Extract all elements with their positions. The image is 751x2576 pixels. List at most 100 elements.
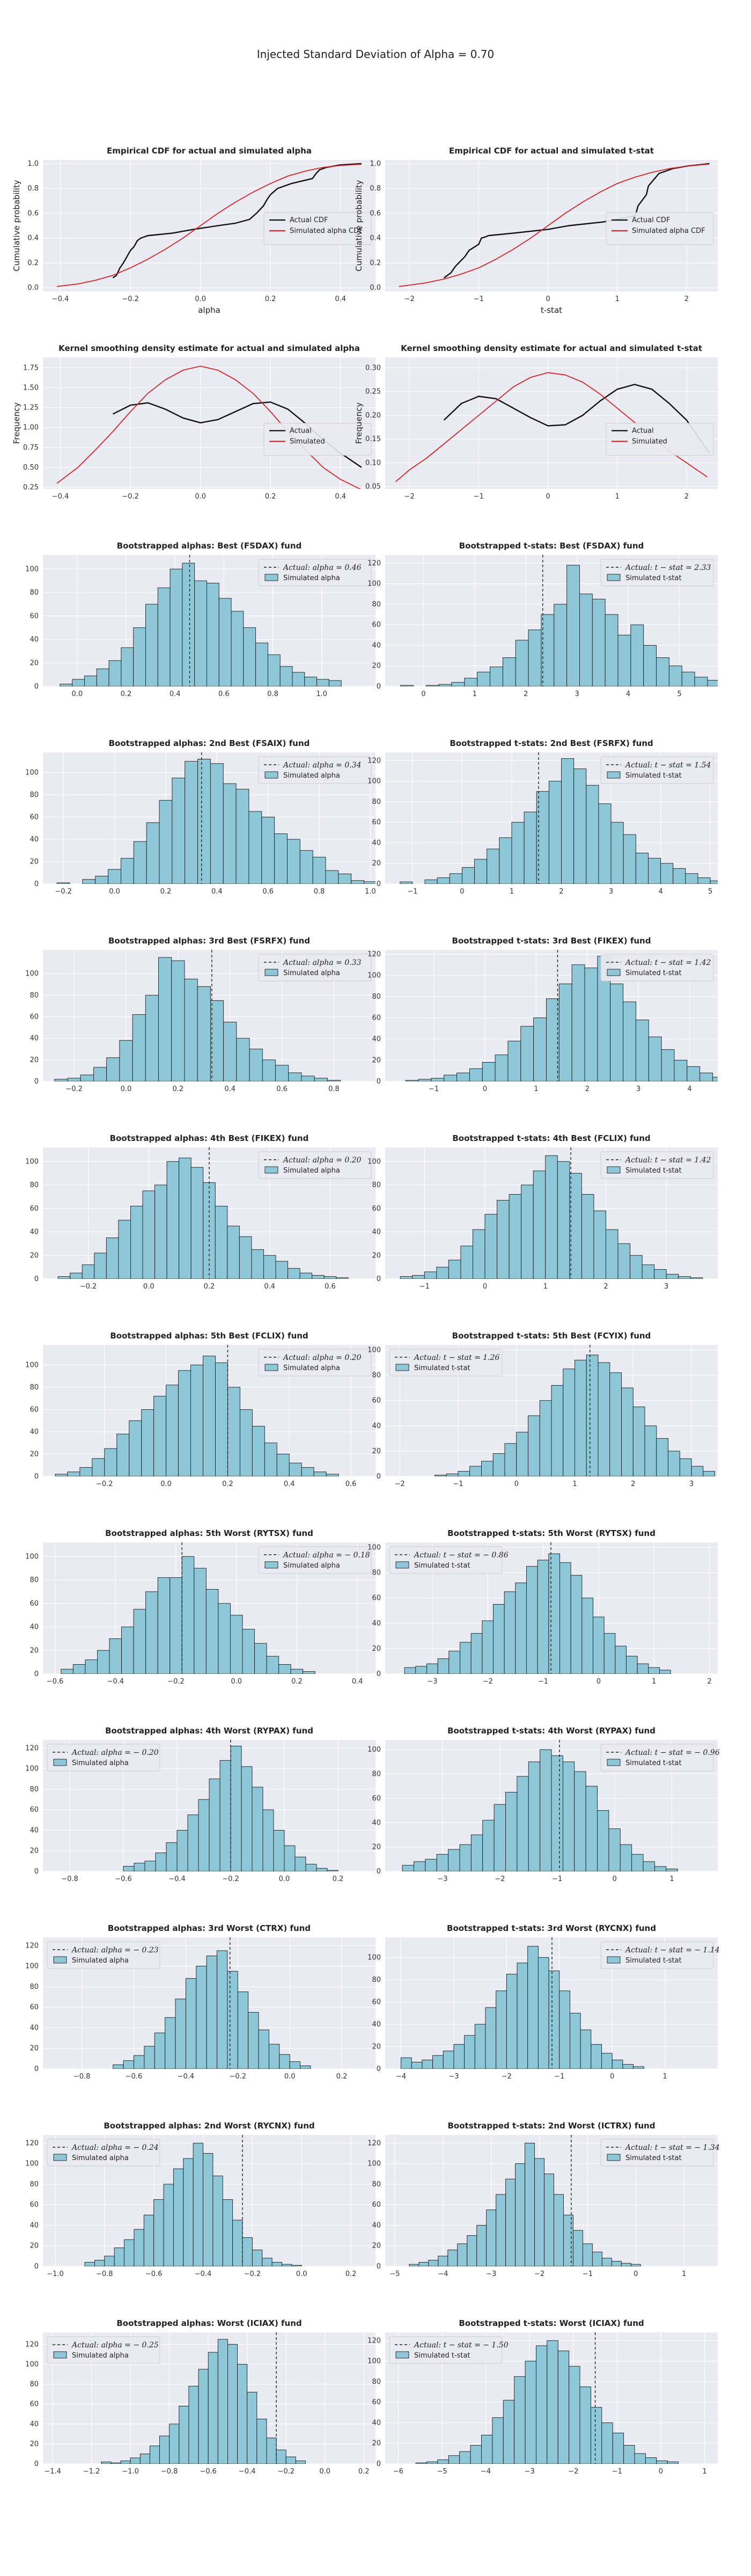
- y-tick-label: 0: [377, 1078, 381, 1086]
- y-tick-label: 100: [367, 971, 381, 979]
- y-tick-label: 60: [30, 1205, 39, 1213]
- y-tick-label: 0.4: [370, 235, 381, 243]
- histogram-bar: [196, 1966, 207, 2069]
- histogram-bar: [299, 1272, 313, 1279]
- histogram-bar: [516, 1432, 528, 1476]
- legend-swatch: [264, 1561, 278, 1569]
- y-tick-label: 20: [30, 1450, 39, 1458]
- legend-box: [47, 2336, 160, 2364]
- histogram-bar: [278, 1664, 291, 1674]
- histogram-bar: [289, 2061, 300, 2069]
- histogram-bar: [464, 678, 478, 686]
- y-tick-label: 0: [377, 880, 381, 888]
- x-tick-label: −0.2: [65, 1085, 83, 1093]
- histogram-bar: [548, 781, 562, 884]
- histogram-bar: [72, 679, 85, 686]
- x-tick-label: 0.2: [265, 295, 276, 303]
- y-tick-label: 40: [372, 2021, 381, 2029]
- y-axis-label: Frequency: [12, 402, 21, 444]
- histogram-bar: [243, 627, 256, 686]
- series-line: [444, 163, 710, 279]
- x-tick-label: −1: [407, 888, 417, 896]
- histogram-bar: [185, 761, 198, 884]
- plot-marks: [401, 1937, 644, 2069]
- legend-box: [258, 559, 372, 587]
- histogram-bar: [490, 667, 503, 686]
- legend-swatch: [607, 2154, 621, 2161]
- series-line: [112, 163, 362, 279]
- x-tick-label: 0: [546, 295, 550, 303]
- x-tick-label: −0.2: [167, 1678, 185, 1686]
- histogram-bar: [262, 1059, 276, 1081]
- histogram-bar: [635, 1019, 649, 1081]
- histogram-bar: [84, 2262, 95, 2266]
- x-tick-label: 1: [652, 1678, 656, 1686]
- histogram-bar: [476, 2224, 487, 2266]
- histogram-bar: [173, 2168, 184, 2266]
- x-tick-label: 3: [575, 690, 579, 698]
- x-tick-label: −2: [395, 1480, 405, 1488]
- legend-swatch: [395, 1561, 409, 1569]
- x-tick-label: 0.0: [284, 2073, 296, 2081]
- y-tick-label: 80: [372, 1181, 381, 1189]
- histogram-bar: [668, 1451, 680, 1476]
- histogram-bar: [153, 2199, 164, 2266]
- histogram-bar: [431, 1078, 445, 1081]
- histogram-bar: [563, 2214, 573, 2266]
- x-tick-label: 0.0: [296, 2270, 307, 2278]
- histogram-bar: [474, 859, 488, 884]
- histogram-bar: [316, 679, 329, 686]
- histogram-bar: [187, 1814, 199, 1871]
- histogram-bar: [438, 684, 452, 686]
- histogram-bar: [548, 1970, 560, 2069]
- y-tick-label: 0: [34, 2460, 39, 2468]
- histogram-bar: [470, 1633, 483, 1674]
- x-tick-label: 1: [572, 1480, 577, 1488]
- x-tick-label: 0.4: [352, 1678, 363, 1686]
- histogram-bar: [190, 1364, 203, 1476]
- y-tick-label: 100: [25, 1553, 39, 1561]
- plot-marks: [400, 1147, 703, 1279]
- y-tick-label: 100: [25, 565, 39, 573]
- legend-label: Actual CDF: [632, 216, 670, 224]
- x-tick-label: 0.0: [279, 1875, 290, 1883]
- histogram-bar: [579, 2386, 591, 2464]
- histogram-bar: [598, 1362, 610, 1476]
- histogram-bar: [492, 1453, 505, 1476]
- histogram-bar: [598, 803, 612, 884]
- histogram-bar: [405, 1080, 419, 1081]
- histogram-bar: [422, 2059, 433, 2069]
- y-tick-label: 60: [30, 2201, 39, 2209]
- histogram-bar: [544, 2174, 554, 2266]
- y-tick-label: 120: [367, 2337, 381, 2345]
- x-tick-label: −6: [393, 2468, 403, 2476]
- subplot-title: Bootstrapped alphas: 3rd Best (FSRFX) fu…: [108, 936, 310, 946]
- x-tick-label: 0.0: [143, 1283, 154, 1291]
- x-tick-label: −5: [437, 2468, 447, 2476]
- x-tick-label: −3: [437, 1875, 447, 1883]
- x-tick-label: −0.2: [122, 493, 139, 501]
- histogram-bar: [610, 983, 623, 1081]
- legend-swatch: [53, 1759, 67, 1766]
- x-tick-label: −4: [396, 2073, 406, 2081]
- histogram-bar: [80, 1074, 94, 1081]
- histogram-bar: [111, 2462, 121, 2464]
- histogram-bar: [459, 2451, 471, 2464]
- y-tick-label: 20: [372, 1843, 381, 1851]
- histogram-bar: [608, 1828, 621, 1871]
- histogram-bar: [485, 2007, 497, 2069]
- histogram-bar: [484, 1214, 497, 1279]
- histogram-bar: [464, 2035, 475, 2069]
- x-tick-label: 0.0: [195, 493, 206, 501]
- x-tick-label: 0.8: [328, 1085, 340, 1093]
- y-tick-label: 60: [30, 1406, 39, 1414]
- histogram-bar: [451, 682, 465, 686]
- x-tick-label: −4: [438, 2270, 448, 2278]
- y-tick-label: 20: [30, 659, 39, 667]
- subplot: Bootstrapped t-stats: 2nd Worst (ICTRX) …: [367, 2121, 719, 2278]
- y-tick-label: 20: [30, 2045, 39, 2053]
- histogram-bar: [288, 1268, 300, 1279]
- legend-label: Simulated t-stat: [625, 1167, 682, 1175]
- subplot: Bootstrapped alphas: 3rd Best (FSRFX) fu…: [25, 936, 376, 1093]
- histogram-bar: [612, 2059, 623, 2069]
